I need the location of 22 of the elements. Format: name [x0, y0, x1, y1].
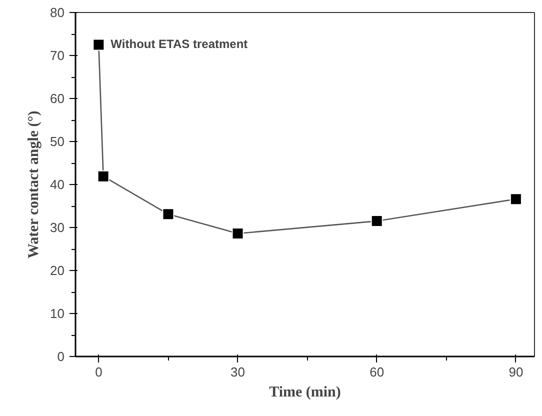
y-tick-label: 0	[57, 349, 65, 364]
y-axis-title: Water contact angle (°)	[26, 110, 42, 259]
y-tick-label: 20	[50, 263, 65, 278]
point	[97, 170, 110, 182]
x-tick-label: 90	[508, 364, 524, 380]
point	[232, 228, 244, 240]
x-tick-label: 30	[230, 364, 246, 380]
y-tick-label: 60	[50, 91, 65, 106]
x-axis-title: Time (min)	[269, 384, 341, 400]
y-tick-label: 40	[50, 177, 65, 192]
point	[510, 193, 522, 206]
y-tick-label: 70	[50, 48, 65, 63]
y-tick-label: 10	[50, 306, 65, 321]
annotation: Without ETAS treatment	[110, 36, 248, 51]
point	[162, 208, 174, 220]
x-tick-label: 0	[95, 364, 102, 380]
y-tick-label: 30	[50, 220, 65, 235]
x-tick-label: 60	[370, 364, 384, 380]
point	[370, 215, 383, 228]
y-tick-label: 80	[50, 5, 65, 20]
y-tick-label: 50	[50, 134, 65, 149]
point	[92, 38, 105, 51]
